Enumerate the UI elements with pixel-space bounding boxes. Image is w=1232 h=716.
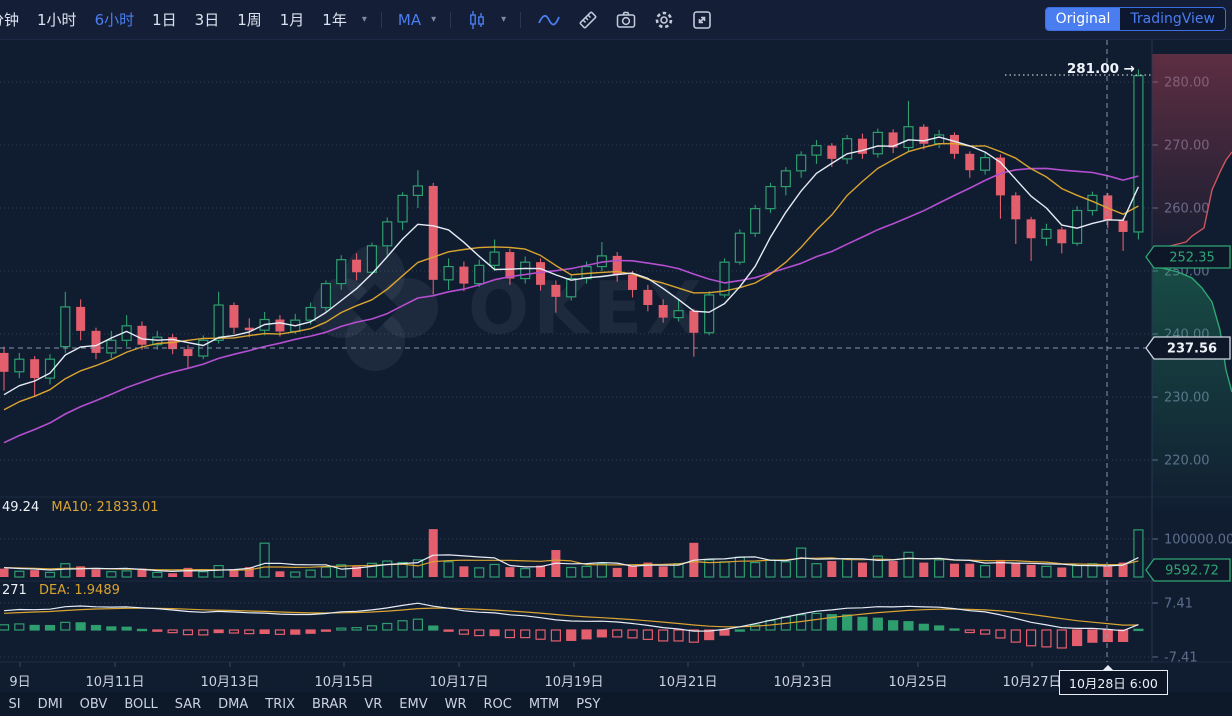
indicator-tab-roc[interactable]: ROC: [483, 696, 512, 712]
measure-tool-button[interactable]: [569, 9, 607, 31]
fullscreen-icon: [693, 10, 711, 29]
indicator-tab-bar: SI DMI OBV BOLL SAR DMA TRIX BRAR VR EMV WR ROC MTM P…: [0, 692, 1232, 716]
chart-style-caret[interactable]: ▾: [501, 14, 507, 25]
date-axis: 9日 10月11日 10月13日 10月15日 10月17日 10月19日 10月21日 10…: [0, 668, 1152, 694]
date-label: 10月11日: [85, 675, 145, 690]
toolbar: 分钟 1小时 6小时 1日 3日 1周 1月 1年 ▾ MA ▾ ▾: [0, 0, 1232, 40]
camera-icon: [616, 11, 636, 28]
indicator-tab-obv[interactable]: OBV: [79, 696, 108, 712]
fullscreen-button[interactable]: [683, 9, 721, 31]
indicator-tab-boll[interactable]: BOLL: [124, 696, 158, 712]
svg-text:252.35: 252.35: [1169, 251, 1215, 266]
date-label: 9日: [9, 675, 31, 690]
macd-dea-value: DEA: 1.9489: [38, 583, 120, 598]
timeframe-1小时[interactable]: 1小时: [37, 11, 77, 29]
timeframe-1月[interactable]: 1月: [279, 11, 305, 29]
timeframe-分钟[interactable]: 分钟: [0, 11, 20, 29]
price-chart[interactable]: 280.00270.00260.00250.00240.00230.00220.…: [0, 40, 1232, 692]
ma-selector[interactable]: MA: [397, 10, 422, 29]
date-label: 10月13日: [200, 675, 260, 690]
indicator-tab-dmi[interactable]: DMI: [37, 696, 63, 712]
settings-button[interactable]: [645, 9, 683, 31]
macd-header: 271 DEA: 1.9489: [2, 583, 120, 598]
candlestick-style-button[interactable]: [459, 9, 495, 31]
toolbar-divider: [520, 11, 522, 28]
screenshot-button[interactable]: [607, 9, 645, 31]
indicator-tab-trix[interactable]: TRIX: [265, 696, 295, 712]
indicator-tab-dma[interactable]: DMA: [218, 696, 249, 712]
toolbar-divider: [380, 11, 382, 28]
timeframe-1日[interactable]: 1日: [152, 11, 177, 29]
crosshair-date-tooltip: 10月28日 6:00: [1059, 665, 1168, 695]
last-price-label: 281.00 →: [1066, 61, 1135, 77]
date-label: 10月23日: [773, 675, 833, 690]
date-label: 10月27日: [1002, 675, 1062, 690]
date-label: 10月17日: [429, 675, 489, 690]
indicator-tab-psy[interactable]: PSY: [576, 696, 601, 712]
line-chart-button[interactable]: [529, 10, 569, 30]
candlestick-icon: [470, 10, 485, 29]
indicator-tab-wr[interactable]: WR: [444, 696, 467, 712]
view-tab-tradingview[interactable]: TradingView: [1130, 11, 1215, 27]
timeframe-group: 分钟 1小时 6小时 1日 3日 1周 1月 1年: [0, 9, 356, 30]
timeframe-more-caret[interactable]: ▾: [361, 14, 367, 25]
timeframe-1年[interactable]: 1年: [322, 11, 347, 29]
volume-ma5-value: 49.24: [2, 500, 40, 515]
gear-icon: [655, 11, 673, 28]
view-toggle: Original TradingView: [1044, 7, 1226, 31]
indicator-tab-emv[interactable]: EMV: [399, 696, 428, 712]
wave-line-icon: [538, 14, 560, 25]
svg-text:237.56: 237.56: [1167, 342, 1217, 357]
indicator-tab-vr[interactable]: VR: [364, 696, 383, 712]
indicator-tab-si[interactable]: SI: [8, 696, 21, 712]
timeframe-6小时[interactable]: 6小时: [94, 11, 135, 29]
indicator-tab-mtm[interactable]: MTM: [528, 696, 560, 712]
chart-area: OKEX 280.00270.00260.00250.00240.00230.0…: [0, 40, 1232, 716]
indicator-tab-brar[interactable]: BRAR: [312, 696, 348, 712]
date-label: 10月25日: [888, 675, 948, 690]
svg-text:100000.00: 100000.00: [1164, 533, 1232, 548]
indicator-tab-sar[interactable]: SAR: [174, 696, 202, 712]
svg-text:7.41: 7.41: [1164, 597, 1193, 612]
date-label: 10月19日: [544, 675, 604, 690]
view-tab-original[interactable]: Original: [1045, 8, 1121, 30]
volume-ma10-value: MA10: 21833.01: [51, 500, 159, 515]
timeframe-1周[interactable]: 1周: [237, 11, 262, 29]
timeframe-3日[interactable]: 3日: [194, 11, 220, 29]
ruler-icon: [579, 11, 597, 28]
volume-header: 49.24 MA10: 21833.01: [2, 500, 159, 515]
ma-caret[interactable]: ▾: [431, 14, 437, 25]
date-label: 10月15日: [314, 675, 374, 690]
svg-text:-7.41: -7.41: [1164, 650, 1198, 665]
toolbar-divider: [450, 11, 452, 28]
svg-text:9592.72: 9592.72: [1165, 564, 1219, 579]
macd-dif-value: 271: [2, 583, 27, 598]
date-label: 10月21日: [658, 675, 718, 690]
